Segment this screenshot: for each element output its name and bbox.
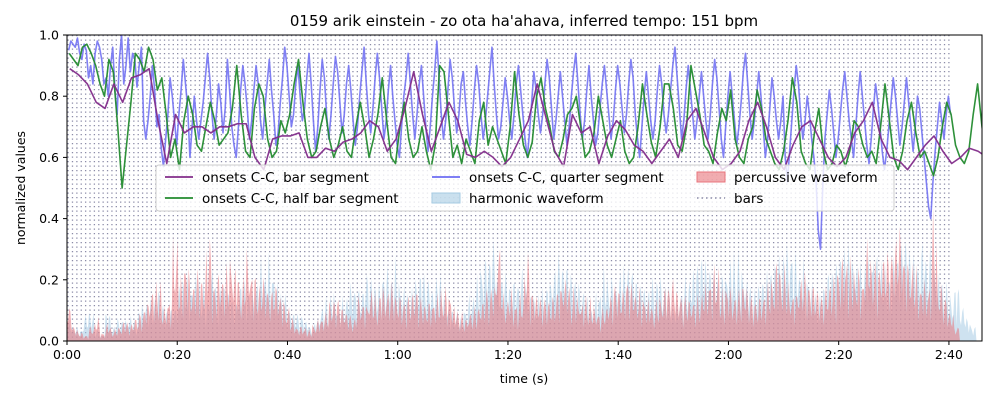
legend-label: percussive waveform [734, 170, 878, 186]
legend: onsets C-C, bar segment onsets C-C, half … [155, 164, 895, 212]
legend-item-onsets-c-c-half-bar-segment: onsets C-C, half bar segment [165, 191, 399, 207]
legend-swatch [431, 192, 461, 204]
x-tick-label: 1:20 [494, 347, 522, 362]
y-tick-label: 0.4 [39, 211, 59, 226]
x-tick-label: 0:20 [163, 347, 191, 362]
onset-series [67, 35, 982, 250]
legend-item-bars: bars [697, 191, 763, 207]
y-tick-label: 0.6 [39, 150, 59, 165]
x-tick-label: 0:40 [273, 347, 301, 362]
y-tick-label: 0.0 [39, 334, 59, 349]
harmonic-waveform [67, 239, 977, 341]
x-tick-label: 1:40 [604, 347, 632, 362]
x-axis-label: time (s) [500, 371, 548, 386]
x-tick-label: 0:00 [53, 347, 81, 362]
legend-item-percussive-waveform: percussive waveform [696, 170, 878, 186]
x-tick-label: 2:00 [714, 347, 742, 362]
legend-label: onsets C-C, bar segment [202, 170, 369, 186]
x-axis: 0:00 0:20 0:40 1:00 1:20 1:40 2:00 2:20 2:40 [53, 341, 963, 362]
y-axis: 0.0 0.2 0.4 0.6 0.8 1.0 [39, 28, 67, 349]
percussive-waveform [67, 207, 960, 341]
legend-label: onsets C-C, half bar segment [202, 191, 399, 207]
legend-swatch [696, 171, 726, 183]
legend-item-onsets-c-c-bar-segment: onsets C-C, bar segment [165, 170, 369, 186]
waveforms [67, 207, 977, 341]
legend-label: harmonic waveform [469, 191, 604, 207]
x-tick-label: 1:00 [384, 347, 412, 362]
legend-label: bars [734, 191, 763, 207]
y-tick-label: 0.8 [39, 89, 59, 104]
plot-frame [66, 34, 983, 342]
legend-label: onsets C-C, quarter segment [469, 170, 664, 186]
y-axis-label: normalized values [13, 131, 28, 245]
y-tick-label: 0.2 [39, 272, 59, 287]
chart-title: 0159 arik einstein - zo ota ha'ahava, in… [290, 12, 758, 30]
legend-item-onsets-c-c-quarter-segment: onsets C-C, quarter segment [432, 170, 664, 186]
bar-segment-line [69, 67, 982, 171]
x-tick-label: 2:20 [825, 347, 853, 362]
y-tick-label: 1.0 [39, 28, 59, 43]
legend-item-harmonic-waveform: harmonic waveform [431, 191, 604, 207]
half-bar-segment-line [68, 43, 982, 189]
x-tick-label: 2:40 [935, 347, 963, 362]
